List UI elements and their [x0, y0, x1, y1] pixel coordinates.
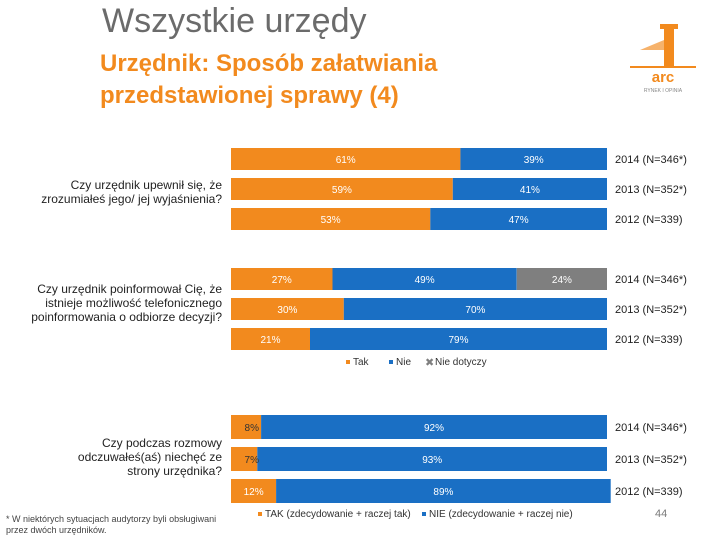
bar-segment: [231, 178, 453, 200]
bar-value-label: 21%: [260, 335, 280, 346]
bar-value-label: 30%: [277, 305, 297, 316]
bar-segment: [231, 268, 333, 290]
bar-segment: [516, 268, 607, 290]
legend-marker: [346, 360, 350, 364]
question-2-label: Czy urzędnik poinformował Cię, że istnie…: [31, 282, 222, 324]
bar-segment: [452, 178, 607, 200]
subtitle-line-1: Urzędnik: Sposób załatwiania: [100, 50, 438, 77]
bar-segment: [231, 298, 344, 320]
bar-value-label: 24%: [552, 275, 572, 286]
page-subtitle: Urzędnik: Sposób załatwiania przedstawio…: [100, 48, 560, 112]
legend-label: Nie: [396, 357, 411, 368]
bar-value-label: 92%: [424, 423, 444, 434]
bar-segment: [231, 208, 431, 230]
legend-marker: [258, 512, 262, 516]
legend-marker-x-icon: ✖: [425, 357, 434, 369]
bar-value-label: 93%: [422, 455, 442, 466]
logo-text: arc: [652, 69, 675, 86]
row-category-label: 2013 (N=352*): [615, 304, 687, 316]
legend-label: TAK (zdecydowanie + raczej tak): [265, 509, 411, 520]
logo-rule: [630, 66, 696, 68]
bar-segment: [231, 148, 461, 170]
bar-value-label: 59%: [332, 185, 352, 196]
bar-segment: [343, 298, 607, 320]
bar-segment: [257, 447, 607, 471]
row-category-label: 2012 (N=339): [615, 334, 683, 346]
bar-segment: [460, 148, 607, 170]
bar-segment: [430, 208, 607, 230]
footnote: * W niektórych sytuacjach audytorzy byli…: [6, 514, 217, 535]
arc-logo: arc RYNEK I OPINIA: [630, 24, 696, 94]
page-title: Wszystkie urzędy: [102, 2, 367, 40]
row-category-label: 2012 (N=339): [615, 214, 683, 226]
bar-value-label: 8%: [245, 423, 260, 434]
question-1-label: Czy urzędnik upewnił się, że zrozumiałeś…: [41, 178, 222, 206]
legend-label: Tak: [353, 357, 370, 368]
bar-segment: [231, 479, 277, 503]
bar-segment: [261, 415, 607, 439]
subtitle-line-2: przedstawionej sprawy (4): [100, 82, 399, 109]
bar-segment: [231, 328, 310, 350]
bar-segment: [310, 328, 607, 350]
row-category-label: 2014 (N=346*): [615, 154, 687, 166]
row-category-label: 2013 (N=352*): [615, 184, 687, 196]
bar-value-label: 70%: [465, 305, 485, 316]
logo-tower-icon: [664, 26, 674, 66]
bar-value-label: 47%: [509, 215, 529, 226]
logo-subtext: RYNEK I OPINIA: [644, 88, 683, 94]
page-number: 44: [655, 508, 668, 520]
bar-value-label: 39%: [524, 155, 544, 166]
bar-value-label: 12%: [244, 487, 264, 498]
logo-tower-top: [660, 24, 678, 29]
legend-label: NIE (zdecydowanie + raczej nie): [429, 509, 573, 520]
row-category-label: 2013 (N=352*): [615, 454, 687, 466]
bar-value-label: 49%: [415, 275, 435, 286]
row-category-label: 2014 (N=346*): [615, 274, 687, 286]
legend-label: Nie dotyczy: [435, 357, 487, 368]
question-3-label: Czy podczas rozmowy odczuwałeś(aś) niech…: [77, 436, 222, 478]
bar-value-label: 53%: [321, 215, 341, 226]
bar-segment: [231, 415, 262, 439]
row-category-label: 2014 (N=346*): [615, 422, 687, 434]
bar-value-label: 27%: [272, 275, 292, 286]
logo-beam: [640, 40, 664, 50]
bar-segment: [276, 479, 611, 503]
bar-value-label: 61%: [336, 155, 356, 166]
legend-marker: [422, 512, 426, 516]
bar-value-label: 79%: [448, 335, 468, 346]
bar-segment: [332, 268, 517, 290]
bar-segment: [231, 447, 258, 471]
bar-value-label: 89%: [433, 487, 453, 498]
row-category-label: 2012 (N=339): [615, 486, 683, 498]
bar-value-label: 7%: [245, 455, 260, 466]
bar-value-label: 41%: [520, 185, 540, 196]
legend-marker: [389, 360, 393, 364]
